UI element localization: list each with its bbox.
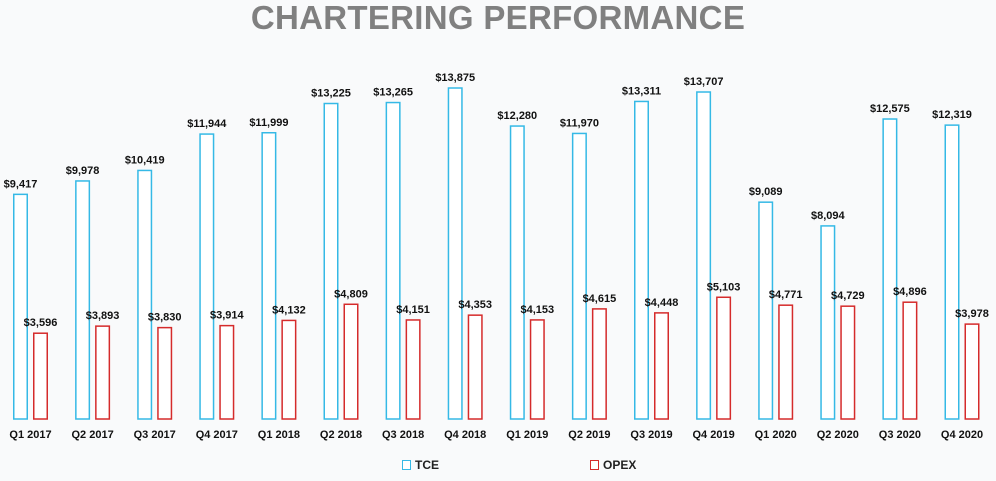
data-label-opex-12: $5,103: [707, 281, 741, 293]
bar-opex-3: [157, 326, 173, 420]
data-label-opex-13: $4,771: [769, 289, 803, 301]
bar-tce-12: [696, 91, 712, 420]
data-label-opex-3: $3,830: [148, 312, 182, 324]
data-label-tce-9: $12,280: [497, 110, 537, 122]
x-tick-label-12: Q4 2019: [692, 429, 734, 441]
x-tick-label-4: Q4 2017: [196, 429, 238, 441]
data-label-opex-4: $3,914: [210, 310, 245, 322]
data-label-tce-15: $12,575: [870, 103, 910, 115]
data-label-opex-9: $4,153: [520, 304, 554, 316]
x-tick-label-2: Q2 2017: [71, 429, 113, 441]
data-label-tce-8: $13,875: [435, 72, 475, 84]
bar-opex-1: [33, 332, 48, 420]
bar-opex-5: [281, 319, 297, 420]
bar-opex-11: [654, 312, 669, 420]
x-tick-label-16: Q4 2020: [941, 429, 983, 441]
data-label-tce-4: $11,944: [187, 118, 227, 130]
data-label-tce-2: $9,978: [66, 165, 100, 177]
bar-opex-9: [529, 319, 545, 420]
x-tick-label-7: Q3 2018: [382, 429, 424, 441]
chart-title: CHARTERING PERFORMANCE: [250, 0, 746, 36]
data-label-opex-2: $3,893: [86, 310, 120, 322]
data-label-tce-10: $11,970: [560, 117, 599, 129]
x-tick-label-3: Q3 2017: [134, 429, 176, 441]
bar-tce-11: [634, 100, 649, 420]
bar-tce-14: [820, 225, 836, 420]
data-label-opex-10: $4,615: [583, 293, 617, 305]
bar-tce-5: [261, 132, 277, 420]
bar-tce-10: [571, 132, 587, 420]
bar-tce-9: [509, 125, 525, 420]
bar-tce-3: [137, 169, 153, 420]
legend-label-opex: OPEX: [603, 458, 637, 472]
bar-opex-6: [343, 303, 359, 420]
bar-opex-14: [840, 305, 856, 420]
bar-opex-10: [591, 308, 607, 420]
bar-tce-7: [385, 101, 401, 420]
bar-tce-15: [882, 118, 898, 420]
data-label-tce-6: $13,225: [311, 88, 351, 100]
data-label-opex-6: $4,809: [334, 288, 368, 300]
legend-swatch-tce: [402, 460, 411, 470]
data-label-tce-11: $13,311: [622, 85, 661, 97]
x-tick-label-5: Q1 2018: [258, 429, 300, 441]
bar-tce-6: [323, 102, 339, 420]
x-tick-label-14: Q2 2020: [817, 429, 859, 441]
data-label-tce-12: $13,707: [684, 76, 724, 88]
bar-tce-1: [13, 193, 28, 420]
x-tick-label-9: Q1 2019: [506, 429, 548, 441]
bar-opex-16: [964, 323, 980, 420]
legend-item-tce: TCE: [402, 457, 439, 473]
data-label-opex-5: $4,132: [272, 304, 306, 316]
bar-tce-13: [758, 201, 774, 420]
data-label-opex-15: $4,896: [893, 286, 927, 298]
bar-tce-2: [75, 180, 91, 420]
bar-opex-7: [405, 319, 421, 420]
x-tick-label-13: Q1 2020: [755, 429, 797, 441]
data-label-tce-16: $12,319: [932, 109, 972, 121]
x-tick-label-8: Q4 2018: [444, 429, 486, 441]
data-label-opex-16: $3,978: [955, 308, 989, 320]
x-tick-label-1: Q1 2017: [9, 429, 51, 441]
bar-opex-15: [902, 301, 918, 420]
data-label-opex-11: $4,448: [645, 297, 679, 309]
x-tick-label-11: Q3 2019: [630, 429, 672, 441]
bar-opex-4: [219, 324, 235, 420]
data-label-tce-5: $11,999: [249, 117, 288, 129]
data-label-opex-14: $4,729: [831, 290, 865, 302]
x-tick-label-10: Q2 2019: [568, 429, 610, 441]
bar-tce-16: [944, 124, 960, 420]
data-label-opex-8: $4,353: [458, 299, 492, 311]
legend-swatch-opex: [590, 460, 599, 470]
legend-label-tce: TCE: [415, 458, 439, 472]
x-tick-label-6: Q2 2018: [320, 429, 362, 441]
x-tick-label-15: Q3 2020: [879, 429, 921, 441]
bar-tce-8: [447, 87, 463, 420]
data-label-tce-14: $8,094: [811, 210, 846, 222]
data-label-opex-1: $3,596: [24, 317, 58, 329]
data-label-opex-7: $4,151: [396, 304, 430, 316]
data-label-tce-1: $9,417: [4, 178, 38, 190]
data-label-tce-13: $9,089: [749, 186, 783, 198]
bar-opex-8: [467, 314, 483, 420]
data-label-tce-7: $13,265: [373, 87, 413, 99]
bar-opex-2: [95, 325, 111, 420]
bar-opex-12: [716, 296, 732, 420]
bar-opex-13: [778, 304, 794, 420]
legend-item-opex: OPEX: [590, 457, 636, 473]
data-label-tce-3: $10,419: [125, 154, 165, 166]
bar-tce-4: [199, 133, 215, 420]
